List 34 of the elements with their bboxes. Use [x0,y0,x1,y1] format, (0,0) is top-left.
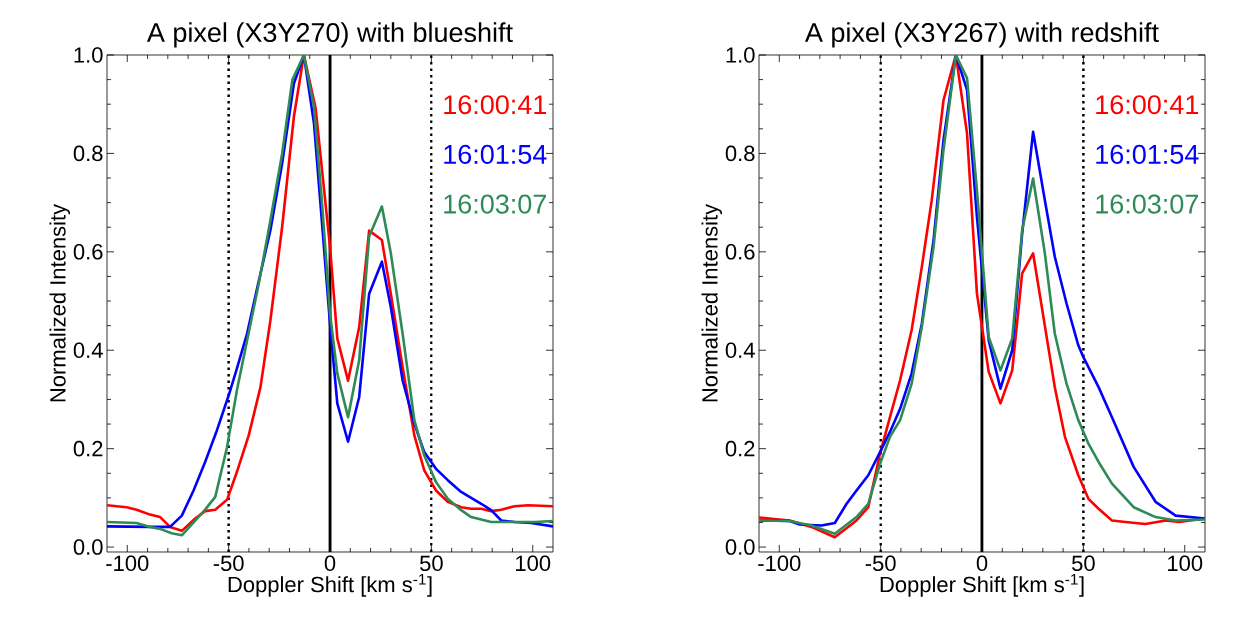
x-tick-label: 50 [1072,555,1095,572]
y-axis-title: Normalized Intensity [701,203,723,402]
y-tick-label: 0.2 [725,440,755,457]
y-tick-label: 0.0 [73,539,103,555]
y-tick-label: 1.0 [726,47,755,63]
text: 16:03:07 [1096,194,1198,214]
x-tick-label: -100 [758,555,801,572]
y-axis-title: Normalized Intensity [49,203,71,402]
y-tick-label: 0.2 [73,440,103,457]
y-tick-label: 0.0 [725,539,755,555]
y-tick-label: 0.4 [73,342,103,359]
y-tick-label: 1.0 [74,47,103,63]
chart-title: A pixel (X3Y270) with blueshift [146,22,513,48]
x-tick-label: 0 [976,555,988,572]
text: 16:03:07 [444,194,546,214]
y-tick-label: 0.6 [73,244,103,260]
x-tick-label: -50 [865,555,896,572]
text: 16:00:41 [1096,95,1199,115]
y-tick-label: 0.4 [725,342,755,359]
y-tick-label: 0.8 [725,145,755,162]
x-tick-label: 100 [516,555,551,572]
x-axis-title: Doppler Shift [km s$^{-1}$] [228,573,432,597]
x-axis-title: Doppler Shift [km s$^{-1}$] [880,573,1084,597]
x-tick-label: -50 [213,555,244,572]
chart-title: A pixel (X3Y267) with redshift [804,22,1159,48]
x-tick-label: 50 [420,555,443,572]
text: 16:00:41 [444,95,547,115]
y-tick-label: 0.8 [73,145,103,162]
x-tick-label: 100 [1168,555,1203,572]
x-tick-label: -100 [106,555,149,572]
text: 16:01:54 [444,144,547,164]
text: 16:01:54 [1096,144,1199,164]
y-tick-label: 0.6 [725,244,755,260]
x-tick-label: 0 [324,555,336,572]
